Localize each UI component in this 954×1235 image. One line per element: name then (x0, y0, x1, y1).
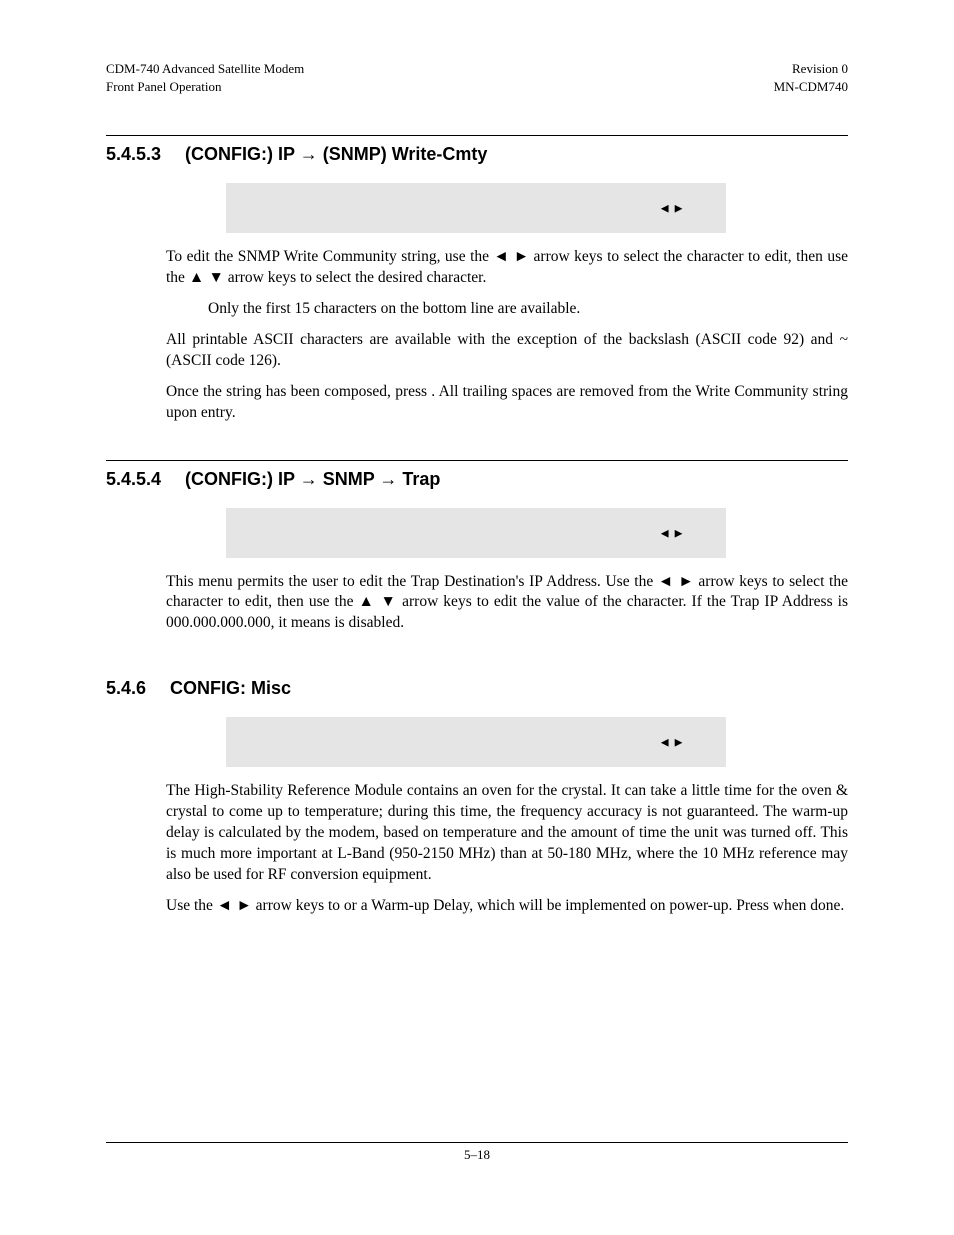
section-rule (106, 460, 848, 461)
paragraph: The High-Stability Reference Module cont… (166, 781, 848, 886)
page-footer: 5–18 (106, 1142, 848, 1163)
left-right-arrow-icon: ◄ ► (493, 248, 529, 265)
page-header: CDM-740 Advanced Satellite Modem Front P… (106, 60, 848, 95)
lcd-display-box: ◄► (226, 183, 726, 233)
header-left: CDM-740 Advanced Satellite Modem Front P… (106, 60, 304, 95)
left-right-arrows-icon: ◄► (658, 525, 686, 540)
text-run: This menu permits the user to edit the T… (166, 573, 658, 590)
left-right-arrows-icon: ◄► (658, 735, 686, 750)
paragraph: Once the string has been composed, press… (166, 382, 848, 424)
lcd-display-box: ◄► (226, 508, 726, 558)
section-heading-546: 5.4.6 CONFIG: Misc (106, 678, 848, 699)
header-right: Revision 0 MN-CDM740 (774, 60, 848, 95)
section-heading-5453: 5.4.5.3 (CONFIG:) IP → (SNMP) Write-Cmty (106, 144, 848, 165)
section-number: 5.4.5.3 (106, 144, 161, 165)
lcd-display-box: ◄► (226, 717, 726, 767)
section-title: CONFIG: Misc (170, 678, 291, 699)
header-left-line1: CDM-740 Advanced Satellite Modem (106, 60, 304, 78)
paragraph-note: Only the first 15 characters on the bott… (208, 299, 848, 320)
section-number: 5.4.5.4 (106, 469, 161, 490)
paragraph: Use the ◄ ► arrow keys to or a Warm-up D… (166, 896, 848, 917)
text-run: To edit the SNMP Write Community string,… (166, 248, 493, 265)
text-run: arrow keys to or a Warm-up Delay, which … (252, 897, 844, 914)
left-right-arrows-icon: ◄► (658, 201, 686, 216)
paragraph: To edit the SNMP Write Community string,… (166, 247, 848, 289)
footer-rule (106, 1142, 848, 1143)
left-right-arrow-icon: ◄ ► (658, 573, 694, 590)
header-left-line2: Front Panel Operation (106, 78, 304, 96)
up-down-arrow-icon: ▲ ▼ (189, 269, 224, 286)
paragraph: This menu permits the user to edit the T… (166, 572, 848, 635)
text-run: Use the (166, 897, 217, 914)
section-content-546: ◄► The High-Stability Reference Module c… (166, 717, 848, 917)
up-down-arrow-icon: ▲ ▼ (359, 593, 398, 610)
paragraph: All printable ASCII characters are avail… (166, 330, 848, 372)
section-title: (CONFIG:) IP → SNMP → Trap (185, 469, 440, 490)
text-run: arrow keys to select the desired charact… (224, 269, 487, 286)
section-title: (CONFIG:) IP → (SNMP) Write-Cmty (185, 144, 487, 165)
section-heading-5454: 5.4.5.4 (CONFIG:) IP → SNMP → Trap (106, 469, 848, 490)
section-rule (106, 135, 848, 136)
section-content-5454: ◄► This menu permits the user to edit th… (166, 508, 848, 635)
page-number: 5–18 (464, 1147, 490, 1162)
header-right-line1: Revision 0 (774, 60, 848, 78)
header-right-line2: MN-CDM740 (774, 78, 848, 96)
section-content-5453: ◄► To edit the SNMP Write Community stri… (166, 183, 848, 423)
left-right-arrow-icon: ◄ ► (217, 897, 252, 914)
section-number: 5.4.6 (106, 678, 146, 699)
